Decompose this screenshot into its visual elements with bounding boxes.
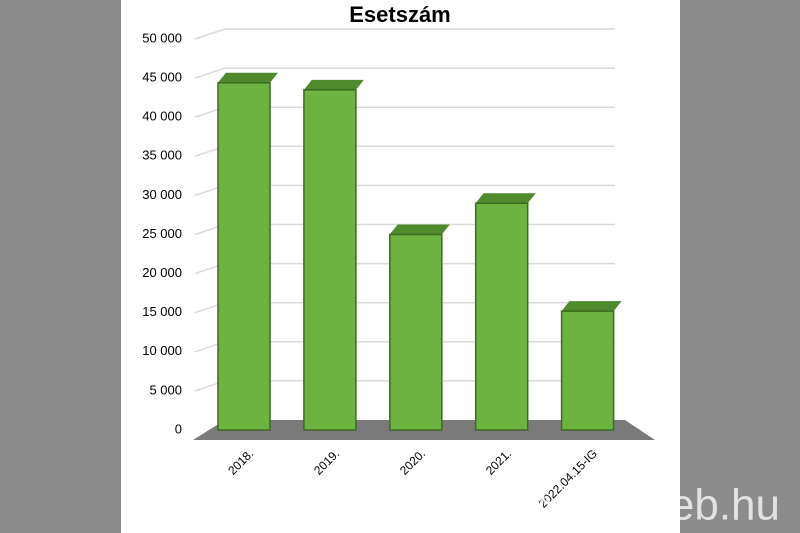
plot: 0 5 000 10 000 15 000 20 000 25 000 30 000 35 0…	[142, 28, 622, 511]
bar-top	[303, 79, 364, 90]
bar	[560, 310, 615, 431]
bar-top	[475, 193, 536, 204]
y-tick-label: 45 000	[142, 70, 182, 85]
y-tick-label: 40 000	[142, 109, 182, 124]
bar	[389, 233, 443, 431]
grid-line	[194, 67, 615, 79]
y-tick-label: 10 000	[142, 343, 182, 358]
y-tick-label: 5 000	[149, 382, 182, 397]
bar	[217, 82, 271, 431]
y-tick-label: 15 000	[142, 304, 182, 319]
chart-title: Esetszám	[349, 2, 451, 27]
y-tick-label: 25 000	[142, 226, 182, 241]
bar-top	[561, 301, 622, 312]
y-tick-label: 50 000	[142, 30, 182, 45]
y-tick-label: 0	[175, 421, 182, 436]
y-tick-label: 35 000	[142, 148, 182, 163]
y-tick-label: 20 000	[142, 265, 182, 280]
watermark: www.unideb.hu	[481, 481, 780, 530]
y-tick-label: 30 000	[142, 187, 182, 202]
bar	[303, 89, 357, 431]
bar-top	[389, 224, 450, 235]
grid-line	[194, 28, 615, 40]
bar-top	[218, 72, 278, 83]
bar	[474, 202, 529, 431]
